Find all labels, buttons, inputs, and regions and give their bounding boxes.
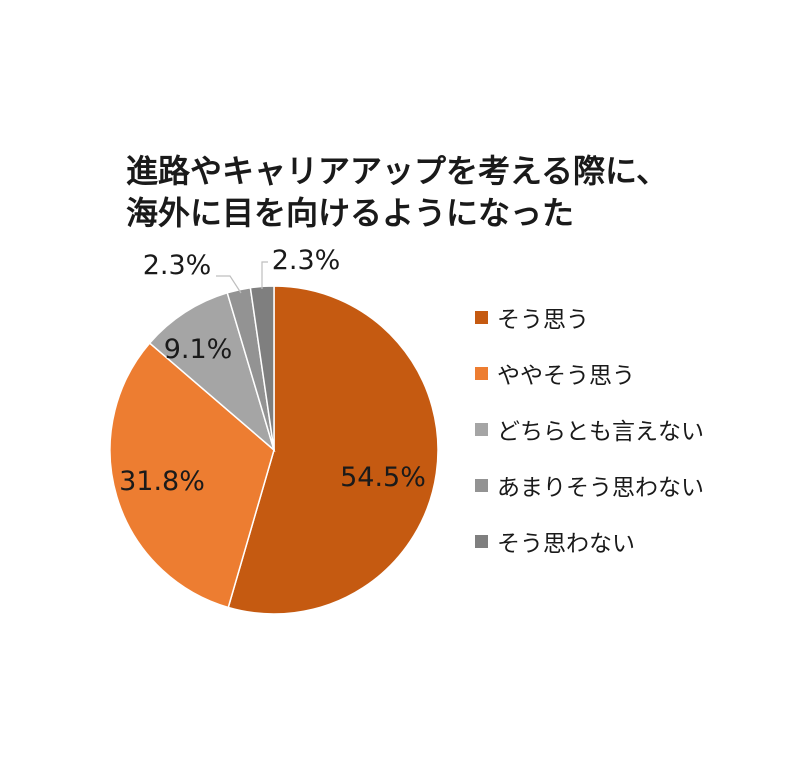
data-label-2: 31.8% (119, 466, 205, 497)
legend-item-5: そう思わない (475, 513, 704, 569)
chart-title: 進路やキャリアアップを考える際に、 海外に目を向けるようになった (126, 150, 726, 234)
pie-slice-3 (148, 291, 276, 453)
pie-slice-2 (109, 342, 275, 609)
leader-line-5 (261, 261, 268, 289)
legend-swatch (475, 422, 488, 436)
leader-line-4 (216, 275, 242, 294)
legend-swatch (475, 478, 488, 492)
legend-label: どちらとも言えない (497, 419, 704, 445)
legend: そう思うややそう思うどちらとも言えない あまりそう思わない そう思わない (475, 289, 704, 569)
data-label-5: 2.3% (272, 245, 341, 276)
pie-slices (109, 285, 439, 615)
legend-item-4: あまりそう思わない (475, 457, 704, 513)
legend-item-2: ややそう思う (475, 345, 704, 401)
data-labels: 54.5% 31.8% 9.1% 2.3% 2.3% (119, 245, 426, 497)
legend-label: ややそう思う (497, 363, 635, 389)
legend-swatch (475, 534, 488, 548)
legend-swatch (475, 310, 488, 324)
pie-slice-1 (227, 285, 439, 615)
chart-title-line-1: 進路やキャリアアップを考える際に、 (126, 152, 669, 190)
chart-title-line-2: 海外に目を向けるようになった (126, 194, 575, 232)
data-label-3: 9.1% (164, 334, 233, 365)
legend-label: そう思う (497, 307, 589, 333)
legend-label: そう思わない (497, 531, 635, 557)
leader-lines (216, 261, 268, 294)
data-label-4: 2.3% (143, 250, 212, 281)
legend-item-3: どちらとも言えない (475, 401, 704, 457)
data-label-1: 54.5% (340, 462, 426, 493)
legend-swatch (475, 366, 488, 380)
legend-item-1: そう思う (475, 289, 704, 345)
legend-label: あまりそう思わない (497, 475, 704, 501)
